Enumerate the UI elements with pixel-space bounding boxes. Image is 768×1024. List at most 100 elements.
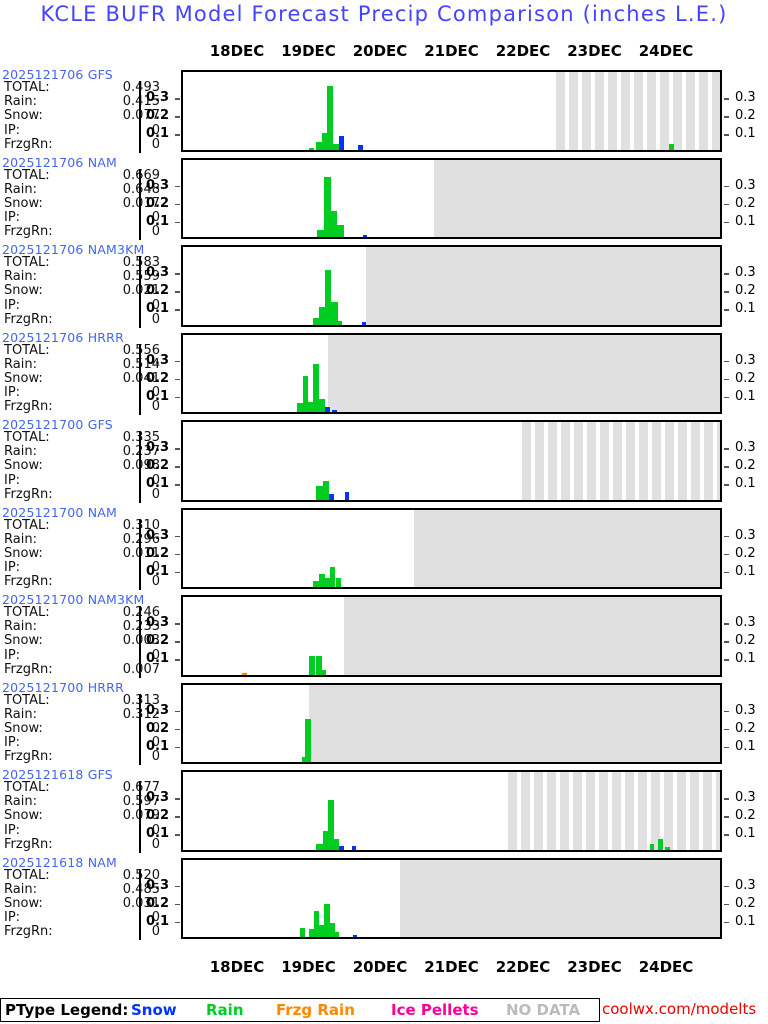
stat-snow: Snow: 0.031	[2, 895, 178, 911]
y-tick-mark-left	[175, 571, 180, 573]
stat-value: 0.011	[122, 545, 160, 561]
precip-plot[interactable]	[181, 70, 722, 152]
stat-label: Rain:	[4, 444, 37, 460]
precip-plot[interactable]	[181, 157, 722, 239]
stat-label: FrzgRn:	[4, 136, 53, 152]
precip-plot[interactable]	[181, 332, 722, 414]
legend-item-frzg-rain: Frzg Rain	[276, 1001, 355, 1019]
panel-run-label: 2025121700 GFS	[2, 417, 113, 432]
panel-run-label: 2025121706 NAM	[2, 154, 117, 170]
info-divider	[139, 431, 141, 503]
stat-rain: Rain: 0.648	[2, 181, 178, 197]
precip-bar-snow	[362, 235, 368, 237]
y-tick-label-left: 0.1	[146, 738, 170, 754]
y-tick-label-right: 0.3	[735, 90, 756, 105]
date-tick-label: 18DEC	[209, 958, 265, 976]
y-tick-mark-right	[724, 535, 729, 537]
precip-bar-rain	[324, 904, 330, 937]
precip-bar-rain	[317, 230, 324, 237]
y-tick-label-right: 0.1	[735, 651, 756, 666]
y-tick-mark-left	[175, 396, 180, 398]
precip-plot[interactable]	[181, 595, 722, 677]
info-divider	[139, 168, 141, 240]
precip-bar-rain	[337, 321, 342, 325]
precip-bar-snow	[352, 935, 357, 937]
precip-bar-rain	[316, 486, 323, 500]
date-tick-label: 18DEC	[209, 42, 265, 60]
y-tick-mark-left	[175, 309, 180, 311]
y-tick-mark-right	[724, 553, 729, 555]
precip-bar-rain	[308, 147, 315, 150]
precip-bar-rain	[327, 85, 334, 150]
precip-bar-rain	[658, 838, 664, 850]
precip-bar-rain	[335, 578, 341, 587]
y-tick-mark-right	[724, 710, 729, 712]
stat-value: 0	[151, 311, 160, 327]
stat-value: 0	[151, 720, 160, 736]
stat-label: FrzgRn:	[4, 311, 53, 327]
precip-bar-rain	[296, 403, 303, 412]
panel-info: 2025121706 HRRR TOTAL: 0.556 Rain: 0.514 Snow…	[2, 331, 178, 415]
stat-label: Rain:	[4, 619, 37, 635]
stat-label: FrzgRn:	[4, 399, 53, 415]
stat-value: 0	[151, 749, 160, 765]
precip-plot[interactable]	[181, 857, 722, 939]
stat-value: 0.077	[122, 108, 160, 124]
stat-label: TOTAL:	[4, 780, 50, 795]
y-tick-label-left: 0.2	[146, 895, 170, 911]
no-data-region	[556, 72, 720, 150]
no-data-region	[365, 247, 720, 325]
panel-run-label: 2025121700 NAM3KM	[2, 592, 145, 607]
panel-run-label: 2025121618 GFS	[2, 767, 113, 782]
y-tick-mark-right	[724, 448, 729, 450]
precip-plot[interactable]	[181, 770, 722, 852]
y-tick-label-right: 0.2	[735, 108, 756, 123]
y-tick-mark-right	[724, 291, 729, 293]
stat-value: 0.296	[122, 531, 160, 547]
precip-plot[interactable]	[181, 682, 722, 764]
credit-link[interactable]: coolwx.com/modelts	[602, 1000, 757, 1018]
y-tick-mark-right	[724, 816, 729, 818]
y-tick-mark-left	[175, 116, 180, 118]
stat-value: 0.514	[122, 356, 160, 372]
stat-label: Snow:	[4, 633, 43, 649]
ptype-legend: PType Legend: Snow Rain Frzg Rain Ice Pe…	[0, 998, 600, 1022]
stat-ip: IP: 0	[2, 560, 178, 575]
stat-label: IP:	[4, 822, 21, 838]
stat-label: Snow:	[4, 895, 43, 911]
stat-value: 0.648	[122, 181, 160, 197]
y-tick-mark-right	[724, 309, 729, 311]
y-tick-mark-right	[724, 659, 729, 661]
no-data-region	[434, 159, 720, 237]
stat-label: IP:	[4, 647, 21, 663]
info-divider	[139, 606, 141, 678]
stat-total: TOTAL: 0.310	[2, 518, 178, 533]
date-tick-label: 24DEC	[638, 958, 694, 976]
stat-value: 0.007	[122, 661, 160, 677]
y-tick-label-left: 0.3	[146, 527, 170, 543]
precip-bar-rain	[323, 176, 331, 237]
precip-bar-rain	[329, 923, 335, 937]
stat-label: Snow:	[4, 545, 43, 561]
y-tick-label-left: 0.2	[146, 283, 170, 298]
precip-bar-snow	[325, 406, 330, 412]
stat-ip: IP: 0	[2, 735, 178, 750]
stat-frzgrn: FrzgRn: 0	[2, 136, 178, 152]
date-axis-bottom: 18DEC 19DEC 20DEC 21DEC 22DEC 23DEC 24DEC	[0, 958, 768, 980]
precip-plot[interactable]	[181, 420, 722, 502]
y-tick-label-left: 0.3	[146, 790, 170, 805]
precip-bar-rain	[308, 928, 315, 937]
no-data-region	[400, 859, 720, 937]
precip-plot[interactable]	[181, 245, 722, 327]
date-tick-label: 19DEC	[281, 42, 336, 60]
stat-label: TOTAL:	[4, 605, 50, 620]
y-tick-label-left: 0.2	[146, 370, 170, 386]
precip-plot[interactable]	[181, 507, 722, 589]
page-title: KCLE BUFR Model Forecast Precip Comparis…	[40, 2, 728, 26]
y-tick-mark-right	[724, 396, 729, 398]
info-divider	[139, 693, 141, 765]
y-tick-label-left: 0.3	[146, 90, 170, 105]
stat-frzgrn: FrzgRn: 0	[2, 400, 178, 414]
y-tick-label-right: 0.3	[735, 790, 756, 805]
stat-label: Rain:	[4, 706, 37, 722]
